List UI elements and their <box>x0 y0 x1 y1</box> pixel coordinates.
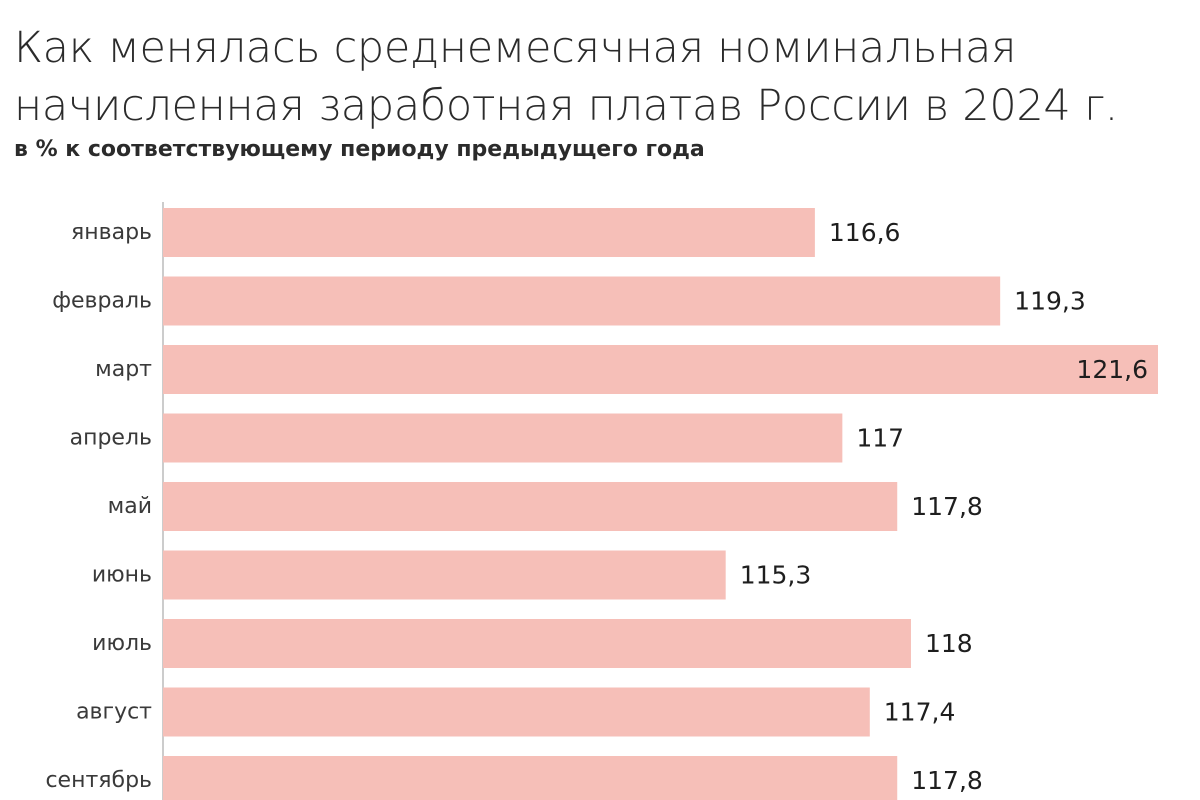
chart-title-line-2: начисленная заработная платав России в 2… <box>14 81 1119 131</box>
bar-4 <box>163 413 843 463</box>
category-label: июнь <box>92 563 152 588</box>
value-label: 115,3 <box>740 561 812 590</box>
value-label: 121,6 <box>1076 355 1148 384</box>
category-label: май <box>108 494 152 519</box>
bar-2 <box>163 276 1001 326</box>
category-label: сентябрь <box>45 768 152 793</box>
chart-subtitle: в % к соответствующему периоду предыдуще… <box>14 137 705 162</box>
value-label: 117 <box>856 424 904 453</box>
category-label: январь <box>71 220 152 245</box>
category-label: август <box>76 700 152 725</box>
chart-title-line-1: Как менялась среднемесячная номинальная <box>14 23 1017 73</box>
bar-5 <box>163 482 898 531</box>
bar-8 <box>163 687 870 737</box>
bar-1 <box>163 208 815 257</box>
bar-9 <box>163 756 898 800</box>
value-label: 116,6 <box>829 218 901 247</box>
value-label: 117,8 <box>911 766 983 795</box>
bar-6 <box>163 550 726 600</box>
category-label: февраль <box>52 289 152 314</box>
bars: январь 116,6 февраль 119,3 март 121,6 апрель 11… <box>45 208 1158 800</box>
bar-3 <box>163 345 1158 394</box>
category-label: апрель <box>70 426 152 451</box>
value-label: 119,3 <box>1014 287 1086 316</box>
bar-7 <box>163 619 911 668</box>
category-label: март <box>95 357 152 382</box>
value-label: 117,4 <box>884 698 956 727</box>
value-label: 118 <box>925 629 973 658</box>
category-label: июль <box>92 631 152 656</box>
value-label: 117,8 <box>911 492 983 521</box>
